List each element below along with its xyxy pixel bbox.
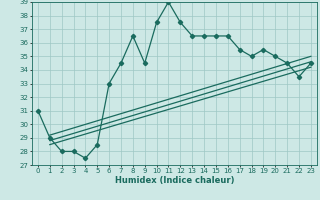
X-axis label: Humidex (Indice chaleur): Humidex (Indice chaleur) [115, 176, 234, 185]
